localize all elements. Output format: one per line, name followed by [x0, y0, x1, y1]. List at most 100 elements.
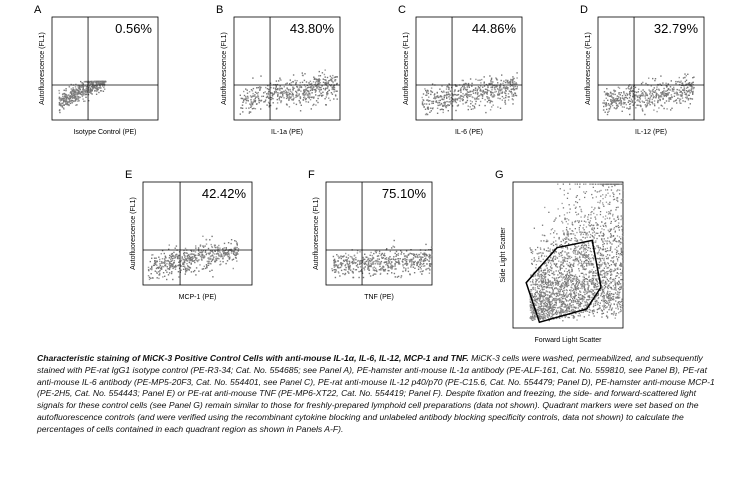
data-point [575, 206, 577, 208]
data-point [233, 250, 235, 253]
data-point [356, 260, 359, 262]
data-point [258, 101, 260, 103]
data-point [577, 257, 579, 259]
data-point [444, 103, 446, 105]
data-point [265, 96, 268, 99]
data-point [608, 104, 610, 106]
data-point [636, 99, 638, 102]
data-point [466, 88, 468, 91]
data-point [587, 303, 589, 305]
data-point [604, 274, 606, 276]
data-point [260, 75, 262, 77]
data-point [604, 111, 606, 113]
data-point [396, 254, 398, 256]
data-point [440, 103, 442, 106]
data-point [318, 83, 320, 85]
data-point [78, 100, 80, 102]
data-point [549, 269, 551, 271]
data-point [609, 307, 611, 309]
data-point [170, 265, 172, 268]
data-point [285, 83, 287, 85]
data-point [683, 85, 685, 87]
data-point [165, 269, 167, 272]
data-point [563, 311, 565, 313]
data-point [569, 305, 571, 307]
data-point [552, 289, 554, 291]
data-point [490, 86, 492, 89]
data-point [402, 263, 404, 266]
data-point [397, 254, 399, 256]
data-point [565, 229, 568, 231]
data-point [77, 99, 80, 101]
data-point [376, 258, 379, 260]
data-point [296, 95, 298, 98]
data-point [538, 252, 540, 254]
data-point [364, 262, 367, 265]
data-point [207, 262, 209, 264]
data-point [578, 312, 580, 314]
data-point [566, 248, 569, 250]
data-point [563, 295, 565, 298]
data-point [295, 83, 297, 85]
data-point [442, 98, 444, 101]
data-point [603, 289, 605, 291]
data-point [569, 188, 571, 190]
data-point [572, 224, 574, 226]
data-point [582, 279, 584, 281]
data-point [407, 267, 409, 269]
data-point [538, 287, 540, 290]
data-point [549, 295, 551, 297]
data-point [600, 263, 603, 266]
data-point [538, 309, 541, 311]
data-point [641, 109, 644, 111]
data-point [232, 267, 234, 270]
data-point [568, 239, 570, 241]
data-point [186, 252, 188, 254]
data-point [579, 287, 581, 289]
data-point [74, 92, 76, 95]
data-point [592, 197, 594, 199]
data-point [253, 107, 255, 110]
data-point [669, 97, 671, 99]
data-point [280, 91, 282, 94]
data-point [330, 77, 333, 79]
data-point [618, 222, 620, 224]
data-point [532, 275, 534, 278]
data-point [619, 183, 622, 185]
data-point [535, 283, 537, 285]
data-point [429, 111, 431, 113]
data-point [271, 95, 274, 97]
data-point [335, 269, 337, 272]
data-point [63, 104, 65, 106]
data-point [254, 101, 256, 103]
data-point [608, 297, 610, 300]
data-point [654, 78, 657, 80]
data-point [220, 256, 222, 258]
data-point [497, 93, 499, 95]
data-point [495, 86, 498, 88]
data-point [599, 232, 602, 234]
data-point [636, 104, 638, 106]
data-point [305, 89, 308, 91]
data-point [457, 93, 460, 96]
data-point [174, 265, 176, 268]
data-point [404, 270, 407, 272]
data-point [629, 102, 632, 105]
data-point [588, 271, 590, 273]
data-point [603, 295, 605, 297]
data-point [166, 271, 168, 273]
data-point [92, 85, 94, 87]
data-point [588, 279, 591, 281]
data-point [292, 93, 294, 96]
data-point [292, 81, 294, 83]
data-point [150, 273, 152, 275]
data-point [563, 265, 565, 268]
data-point [394, 265, 396, 268]
data-point [510, 78, 512, 81]
data-point [588, 264, 590, 266]
data-point [649, 104, 651, 106]
data-point [551, 283, 554, 285]
data-point [685, 92, 688, 95]
data-point [537, 246, 539, 249]
data-point [476, 93, 479, 95]
